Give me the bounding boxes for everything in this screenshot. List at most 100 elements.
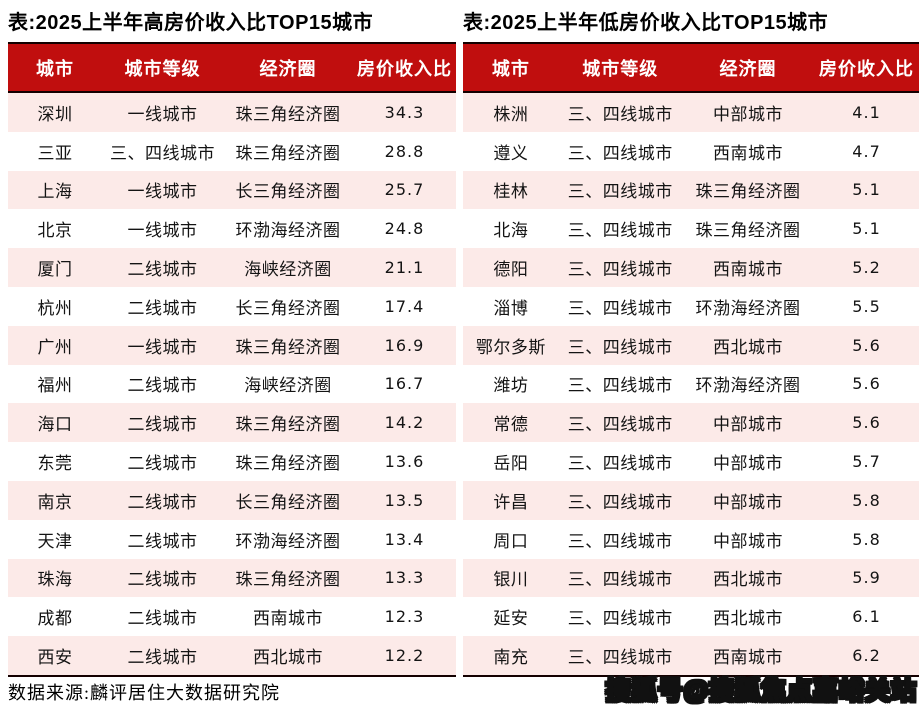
table-row: 德阳 三、四线城市 西南城市 5.2	[463, 248, 919, 287]
column-header-region: 经济圈	[719, 58, 777, 79]
table-cell: 西北城市	[712, 609, 783, 629]
table-cell: 一线城市	[127, 337, 198, 357]
table-cell: 株洲	[493, 104, 529, 124]
table-cell: 西南城市	[712, 648, 783, 668]
low-ratio-table-header: 城市 城市等级 经济圈 房价收入比	[463, 42, 919, 93]
table-cell: 杭州	[37, 298, 73, 318]
high-ratio-table-body: 深圳 一线城市 珠三角经济圈 34.3 三亚 三、四线城市 珠三角经济圈 28.8 上海 一线城市…	[8, 93, 456, 677]
table-cell: 西北城市	[712, 570, 783, 590]
table-cell: 二线城市	[127, 531, 198, 551]
table-cell: 西安	[37, 648, 73, 668]
table-cell: 二线城市	[127, 609, 198, 629]
table-cell: 北京	[37, 221, 73, 241]
table-cell: 17.4	[384, 296, 425, 316]
table-cell: 二线城市	[127, 298, 198, 318]
table-cell: 21.1	[384, 258, 425, 278]
table-cell: 海峡经济圈	[244, 376, 332, 396]
table-cell: 28.8	[384, 141, 425, 161]
table-row: 淄博 三、四线城市 环渤海经济圈 5.5	[463, 286, 919, 326]
table-row: 常德 三、四线城市 中部城市 5.6	[463, 403, 919, 443]
column-header-ratio: 房价收入比	[819, 58, 915, 79]
table-cell: 5.6	[852, 413, 881, 433]
table-cell: 淄博	[493, 298, 529, 318]
table-cell: 南京	[37, 492, 73, 512]
table-cell: 三、四线城市	[567, 337, 673, 357]
table-cell: 13.4	[384, 529, 425, 549]
table-cell: 三、四线城市	[567, 454, 673, 474]
column-header-tier: 城市等级	[582, 58, 659, 79]
table-cell: 13.5	[384, 490, 425, 510]
table-cell: 三、四线城市	[567, 531, 673, 551]
table-cell: 一线城市	[127, 182, 198, 202]
table-cell: 5.6	[852, 374, 881, 394]
table-cell: 16.9	[384, 335, 425, 355]
table-row: 东莞 二线城市 珠三角经济圈 13.6	[8, 442, 456, 481]
table-row: 福州 二线城市 海峡经济圈 16.7	[8, 364, 456, 404]
table-cell: 广州	[37, 337, 73, 357]
table-cell: 三、四线城市	[567, 298, 673, 318]
table-row: 上海 一线城市 长三角经济圈 25.7	[8, 170, 456, 210]
table-cell: 周口	[493, 531, 529, 551]
table-cell: 二线城市	[127, 415, 198, 435]
table-cell: 6.2	[852, 646, 881, 666]
table-cell: 三、四线城市	[567, 570, 673, 590]
table-row: 三亚 三、四线城市 珠三角经济圈 28.8	[8, 131, 456, 171]
table-cell: 三亚	[37, 143, 73, 163]
table-cell: 12.2	[384, 646, 425, 666]
table-cell: 延安	[493, 609, 529, 629]
table-cell: 13.3	[384, 568, 425, 588]
table-cell: 5.8	[852, 490, 881, 510]
table-cell: 遵义	[493, 143, 529, 163]
table-cell: 珠三角经济圈	[235, 415, 341, 435]
sohu-watermark: 搜狐号@搜狐焦点嘉峪关站	[605, 676, 917, 706]
table-cell: 环渤海经济圈	[235, 531, 341, 551]
table-cell: 长三角经济圈	[235, 298, 341, 318]
table-cell: 环渤海经济圈	[235, 221, 341, 241]
table-cell: 二线城市	[127, 648, 198, 668]
table-cell: 长三角经济圈	[235, 492, 341, 512]
table-cell: 三、四线城市	[567, 648, 673, 668]
table-row: 杭州 二线城市 长三角经济圈 17.4	[8, 286, 456, 326]
table-row: 岳阳 三、四线城市 中部城市 5.7	[463, 442, 919, 481]
table-row: 南充 三、四线城市 西南城市 6.2	[463, 636, 919, 675]
column-header-city: 城市	[491, 58, 530, 79]
table-row: 株洲 三、四线城市 中部城市 4.1	[463, 93, 919, 132]
column-header-region: 经济圈	[259, 58, 317, 79]
table-cell: 一线城市	[127, 221, 198, 241]
table-cell: 5.9	[852, 568, 881, 588]
table-cell: 福州	[37, 376, 73, 396]
table-cell: 环渤海经济圈	[695, 298, 801, 318]
table-cell: 银川	[493, 570, 529, 590]
table-cell: 13.6	[384, 452, 425, 472]
low-ratio-table: 城市 城市等级 经济圈 房价收入比 株洲 三、四线城市 中部城市 4.1 遵义 三、四线城…	[463, 42, 919, 677]
table-cell: 珠海	[37, 570, 73, 590]
table-cell: 成都	[37, 609, 73, 629]
table-cell: 5.1	[852, 219, 881, 239]
table-cell: 西南城市	[252, 609, 323, 629]
table-cell: 上海	[37, 182, 73, 202]
table-cell: 三、四线城市	[567, 143, 673, 163]
table-cell: 14.2	[384, 413, 425, 433]
table-cell: 北海	[493, 221, 529, 241]
table-cell: 5.7	[852, 452, 881, 472]
low-ratio-table-body: 株洲 三、四线城市 中部城市 4.1 遵义 三、四线城市 西南城市 4.7 桂林 三、四线城市 珠三…	[463, 93, 919, 677]
table-cell: 常德	[493, 415, 529, 435]
table-row: 北海 三、四线城市 珠三角经济圈 5.1	[463, 209, 919, 249]
table-cell: 5.5	[852, 296, 881, 316]
table-cell: 德阳	[493, 260, 529, 280]
table-cell: 二线城市	[127, 492, 198, 512]
table-cell: 珠三角经济圈	[235, 104, 341, 124]
table-row: 银川 三、四线城市 西北城市 5.9	[463, 558, 919, 598]
column-header-tier: 城市等级	[124, 58, 201, 79]
table-cell: 深圳	[37, 104, 73, 124]
table-cell: 4.7	[852, 141, 881, 161]
table-cell: 西北城市	[252, 648, 323, 668]
table-cell: 25.7	[384, 180, 425, 200]
table-cell: 珠三角经济圈	[695, 182, 801, 202]
table-cell: 长三角经济圈	[235, 182, 341, 202]
table-cell: 中部城市	[712, 415, 783, 435]
table-cell: 中部城市	[712, 104, 783, 124]
table-row: 天津 二线城市 环渤海经济圈 13.4	[8, 519, 456, 559]
high-ratio-table-header: 城市 城市等级 经济圈 房价收入比	[8, 42, 456, 93]
